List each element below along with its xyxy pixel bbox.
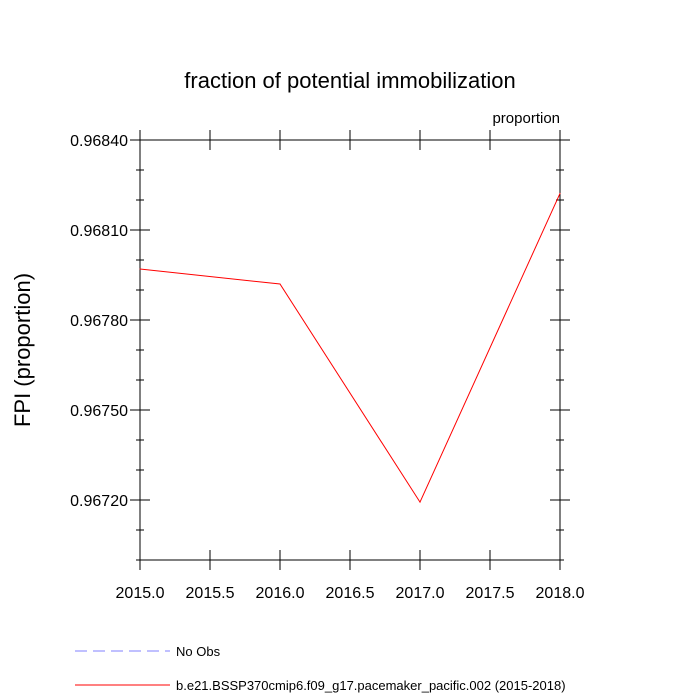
- x-tick-label: 2017.0: [396, 585, 445, 602]
- legend-label-no-obs: No Obs: [176, 644, 221, 659]
- x-tick-label: 2015.5: [186, 585, 235, 602]
- legend-label-model-run: b.e21.BSSP370cmip6.f09_g17.pacemaker_pac…: [176, 678, 566, 693]
- data-point: [139, 268, 141, 270]
- data-point: [559, 192, 561, 194]
- y-tick-label: 0.96750: [70, 403, 128, 420]
- x-tick-label: 2016.0: [256, 585, 305, 602]
- x-tick-label: 2018.0: [536, 585, 585, 602]
- plot-frame: [139, 139, 561, 561]
- axis-ticks: 0.96720 0.96750 0.96780 0.96810 0.96840 2015.…: [70, 130, 585, 602]
- x-tick-label: 2017.5: [466, 585, 515, 602]
- x-tick-label: 2015.0: [116, 585, 165, 602]
- x-tick-label: 2016.5: [326, 585, 375, 602]
- series-layer: [139, 192, 561, 504]
- chart-title: fraction of potential immobilization: [184, 68, 515, 93]
- legend: No Obs b.e21.BSSP370cmip6.f09_g17.pacema…: [75, 644, 566, 693]
- units-label: proportion: [492, 110, 560, 127]
- data-point: [279, 283, 281, 285]
- y-axis-label: FPI (proportion): [10, 273, 35, 427]
- series-line: [139, 193, 561, 504]
- y-tick-label: 0.96840: [70, 133, 128, 150]
- data-point: [419, 501, 421, 503]
- y-tick-label: 0.96720: [70, 493, 128, 510]
- y-tick-label: 0.96810: [70, 223, 128, 240]
- y-tick-label: 0.96780: [70, 313, 128, 330]
